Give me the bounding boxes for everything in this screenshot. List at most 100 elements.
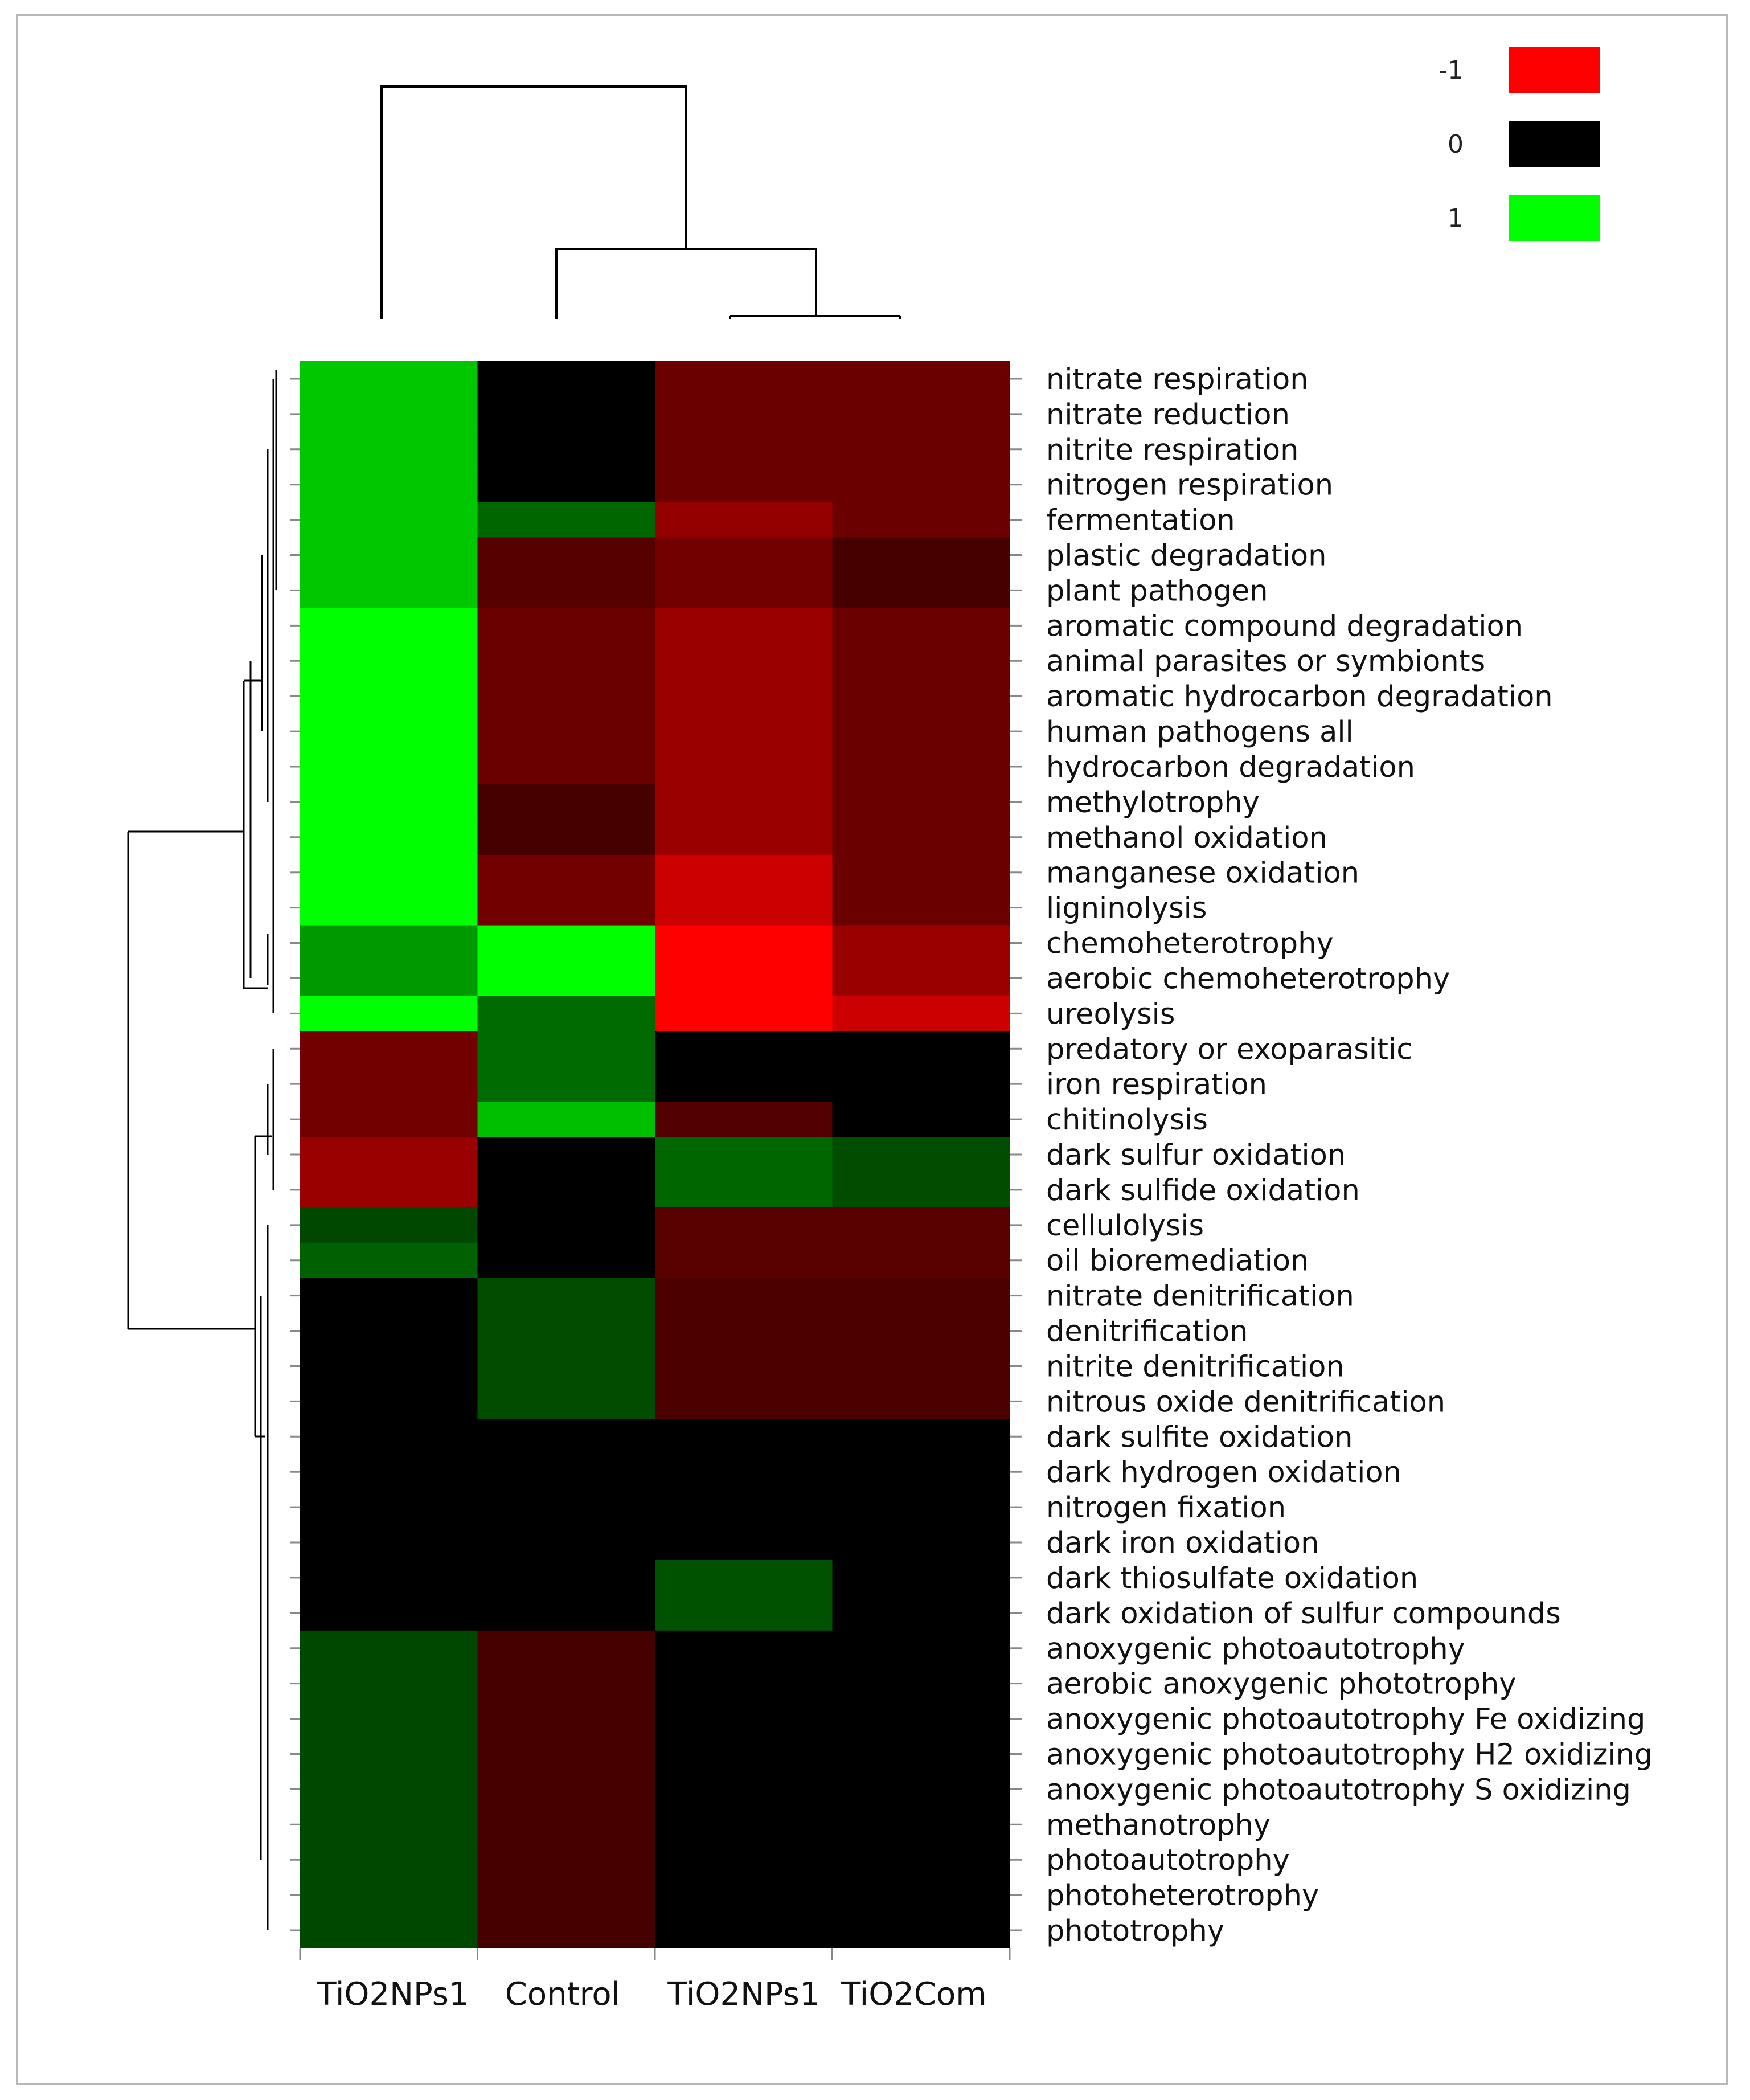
row-label: methanol oxidation <box>1046 821 1327 855</box>
heatmap-cell <box>832 466 1010 503</box>
heatmap-cell <box>300 396 478 432</box>
heatmap-cell <box>832 1559 1010 1596</box>
heatmap-cell <box>477 749 655 785</box>
column-labels: TiO2NPs1 Control TiO2NPs1 TiO2Com <box>316 1976 986 2013</box>
heatmap-cell <box>655 1383 833 1419</box>
heatmap-cell <box>832 502 1010 538</box>
heatmap-cell <box>832 678 1010 714</box>
row-label: dark hydrogen oxidation <box>1046 1456 1401 1489</box>
legend-swatch <box>1509 195 1600 241</box>
heatmap-cell <box>655 1807 833 1843</box>
heatmap-cell <box>655 1454 833 1490</box>
row-label: iron respiration <box>1046 1068 1267 1102</box>
heatmap-cell <box>832 1525 1010 1561</box>
row-label: plastic degradation <box>1046 539 1326 573</box>
heatmap-cell <box>300 608 478 644</box>
heatmap-cell <box>655 1665 833 1702</box>
heatmap-cell <box>832 996 1010 1031</box>
heatmap-cell <box>300 643 478 679</box>
heatmap-cell <box>300 1489 478 1525</box>
heatmap-cell <box>832 431 1010 468</box>
row-label: nitrogen fixation <box>1046 1491 1286 1525</box>
legend-label: 1 <box>1448 204 1464 233</box>
heatmap-cell <box>832 1137 1010 1173</box>
row-label: nitrate respiration <box>1046 363 1309 396</box>
heatmap-cell <box>832 1771 1010 1807</box>
heatmap-cell <box>300 1807 478 1843</box>
heatmap-cell <box>300 502 478 538</box>
heatmap-cell <box>832 361 1010 397</box>
heatmap-cell <box>655 1242 833 1279</box>
row-label: dark sulfite oxidation <box>1046 1421 1353 1454</box>
row-label: dark thiosulfate oxidation <box>1046 1562 1418 1595</box>
heatmap-cell <box>832 925 1010 961</box>
heatmap-cell <box>477 1559 655 1596</box>
heatmap-cell <box>300 996 478 1031</box>
heatmap-cell <box>832 1066 1010 1102</box>
heatmap-cell <box>300 784 478 820</box>
heatmap-cell <box>477 537 655 574</box>
heatmap-cell <box>477 784 655 820</box>
heatmap-cell <box>300 1207 478 1243</box>
heatmap-cell <box>832 1701 1010 1737</box>
heatmap-cell <box>300 1771 478 1807</box>
heatmap-cell <box>655 1525 833 1561</box>
heatmap-cell <box>477 1454 655 1490</box>
heatmap-cell <box>300 925 478 961</box>
heatmap-cell <box>832 1348 1010 1385</box>
heatmap-cell <box>300 1031 478 1067</box>
heatmap-cell <box>300 537 478 574</box>
heatmap-cell <box>477 1278 655 1314</box>
heatmap-cell <box>655 1489 833 1525</box>
row-label: aromatic compound degradation <box>1046 609 1523 643</box>
heatmap-cell <box>300 1383 478 1419</box>
heatmap-cell <box>655 854 833 891</box>
heatmap-cell <box>832 1102 1010 1137</box>
legend-swatch <box>1509 47 1600 93</box>
row-label: human pathogens all <box>1046 715 1354 749</box>
heatmap-cell <box>477 1736 655 1772</box>
heatmap-cell <box>832 890 1010 926</box>
heatmap-cell <box>832 1383 1010 1419</box>
heatmap-cell <box>655 1137 833 1173</box>
heatmap-cell <box>832 819 1010 855</box>
heatmap-cell <box>477 1102 655 1137</box>
heatmap-cell <box>832 1419 1010 1455</box>
heatmap-cell <box>832 572 1010 608</box>
heatmap-cell <box>477 396 655 432</box>
row-label: manganese oxidation <box>1046 857 1359 890</box>
heatmap-cell <box>655 1066 833 1102</box>
column-ticks <box>299 1948 1011 1960</box>
heatmap-cell <box>655 431 833 468</box>
heatmap-cell <box>477 1913 655 1948</box>
row-label: anoxygenic photoautotrophy <box>1046 1632 1465 1666</box>
heatmap-cell <box>655 361 833 397</box>
heatmap-cell <box>655 890 833 926</box>
heatmap-cell <box>477 1771 655 1807</box>
heatmap-cell <box>300 960 478 996</box>
legend-swatch <box>1509 121 1600 167</box>
heatmap-cell <box>477 925 655 961</box>
heatmap-cell <box>477 572 655 608</box>
heatmap-cell <box>655 537 833 574</box>
heatmap-cell <box>655 608 833 644</box>
heatmap-cell <box>300 1913 478 1948</box>
row-label: plant pathogen <box>1046 574 1268 608</box>
heatmap-cell <box>477 1877 655 1913</box>
column-label: TiO2Com <box>841 1976 987 2013</box>
row-label: animal parasites or symbionts <box>1046 645 1485 678</box>
column-label: TiO2NPs1 <box>667 1976 819 2013</box>
column-dendrogram <box>380 85 901 319</box>
heatmap-cell <box>655 749 833 785</box>
heatmap-cell <box>300 1102 478 1137</box>
heatmap-cell <box>477 1419 655 1455</box>
heatmap-cell <box>300 1137 478 1173</box>
heatmap-cell <box>300 1454 478 1490</box>
heatmap-cell <box>832 1242 1010 1279</box>
heatmap-cell <box>832 1278 1010 1314</box>
heatmap-cell <box>300 1736 478 1772</box>
row-label: phototrophy <box>1046 1914 1224 1948</box>
heatmap-cell <box>300 678 478 714</box>
row-label: fermentation <box>1046 504 1235 538</box>
